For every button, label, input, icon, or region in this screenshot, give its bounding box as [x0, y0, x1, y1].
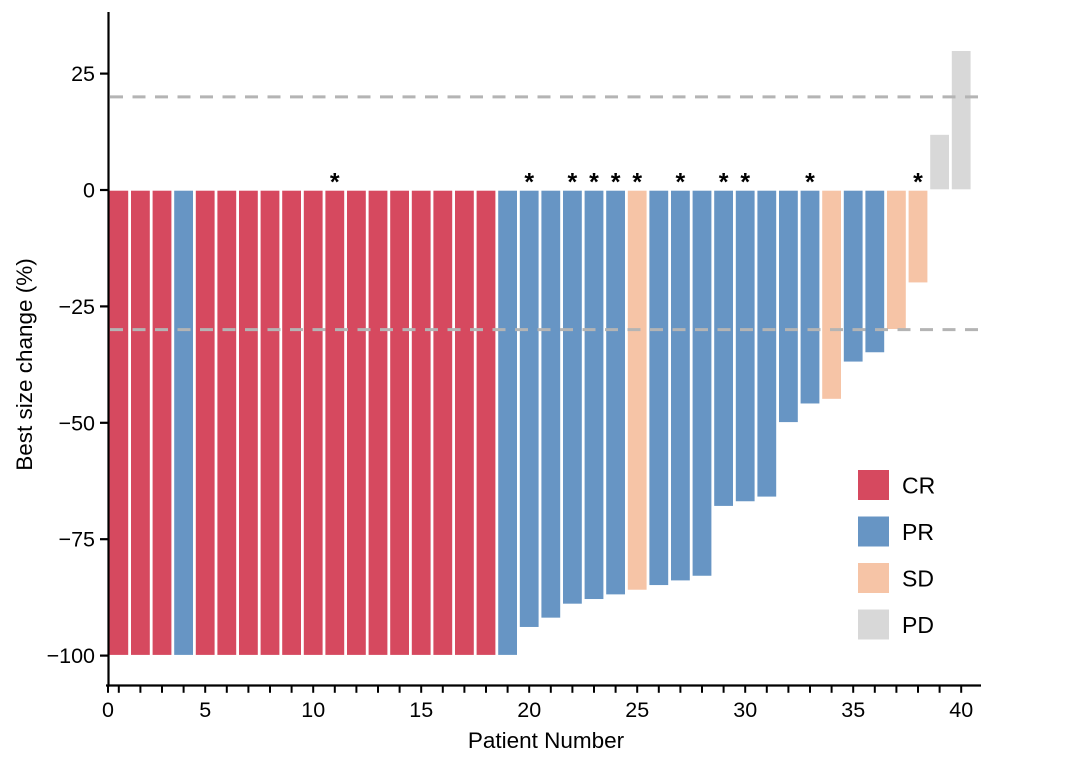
bar-patient-29	[712, 189, 735, 508]
asterisk-patient-25: *	[632, 169, 642, 197]
bar-patient-27	[669, 189, 692, 582]
bar-patient-10	[302, 189, 325, 657]
bar-patient-40	[950, 49, 972, 191]
bar-patient-19	[496, 189, 519, 657]
asterisk-patient-11: *	[330, 169, 340, 197]
bar-patient-23	[583, 189, 605, 601]
legend-label-cr: CR	[902, 473, 935, 499]
x-tick-label-40: 40	[949, 698, 973, 722]
bar-patient-6	[215, 189, 238, 657]
bar-patient-28	[691, 189, 713, 578]
bar-patient-32	[777, 189, 800, 424]
legend-label-pr: PR	[902, 519, 934, 545]
bar-patient-30	[734, 189, 756, 503]
legend-swatch-sd	[858, 563, 889, 593]
bars-group	[107, 49, 972, 657]
bar-patient-12	[345, 189, 368, 657]
bar-patient-4	[172, 189, 195, 657]
y-tick-label--75: −75	[59, 528, 96, 552]
bar-patient-33	[799, 189, 821, 405]
bar-patient-37	[885, 189, 908, 331]
asterisk-patient-33: *	[805, 169, 815, 197]
bar-patient-5	[194, 189, 217, 657]
y-axis-title: Best size change (%)	[12, 258, 37, 471]
asterisk-patient-38: *	[913, 169, 923, 197]
bar-patient-26	[648, 189, 670, 587]
x-tick-label-30: 30	[733, 698, 757, 722]
asterisk-patient-27: *	[676, 169, 686, 197]
bar-patient-31	[756, 189, 778, 498]
bar-patient-18	[475, 189, 497, 657]
x-tick-label-20: 20	[517, 698, 541, 722]
bar-patient-1	[107, 189, 130, 657]
bar-patient-20	[518, 189, 540, 629]
asterisk-patient-30: *	[740, 169, 750, 197]
y-axis-ticks: 25 0 −25 −50 −75 −100	[47, 62, 108, 668]
bar-patient-22	[561, 189, 584, 606]
x-tick-label-35: 35	[841, 698, 865, 722]
legend-label-pd: PD	[902, 612, 934, 638]
bar-patient-7	[237, 189, 260, 657]
bar-patient-9	[280, 189, 303, 657]
x-tick-label-15: 15	[409, 698, 433, 722]
bar-patient-3	[151, 189, 173, 657]
legend: CR PR SD PD	[858, 470, 935, 640]
y-tick-label-0: 0	[83, 179, 95, 203]
asterisk-patient-22: *	[568, 169, 578, 197]
bar-patient-36	[864, 189, 886, 354]
asterisk-patient-24: *	[611, 169, 621, 197]
y-tick-label-25: 25	[71, 62, 95, 86]
x-tick-label-5: 5	[199, 698, 211, 722]
x-tick-label-0: 0	[102, 698, 114, 722]
bar-patient-35	[842, 189, 864, 363]
bar-patient-38	[907, 189, 929, 284]
x-tick-label-10: 10	[301, 698, 325, 722]
y-tick-label--50: −50	[59, 411, 96, 435]
bar-patient-15	[410, 189, 433, 657]
asterisk-patient-20: *	[524, 169, 534, 197]
bar-patient-8	[259, 189, 281, 657]
bar-patient-21	[540, 189, 562, 620]
bar-patient-11	[324, 189, 346, 657]
x-tick-label-25: 25	[625, 698, 649, 722]
asterisk-patient-23: *	[589, 169, 599, 197]
asterisks-group: * * * * * * * * * * *	[330, 169, 923, 197]
legend-label-sd: SD	[902, 566, 934, 592]
y-tick-label--100: −100	[47, 644, 95, 668]
bar-patient-34	[820, 189, 843, 401]
bar-patient-17	[453, 189, 476, 657]
y-tick-label--25: −25	[59, 295, 96, 319]
x-axis-title: Patient Number	[468, 728, 625, 753]
legend-swatch-pd	[858, 609, 889, 640]
bar-patient-39	[928, 133, 951, 191]
x-axis-ticks: 0 5 10 15 20 25 30 35 40	[102, 685, 973, 722]
bar-patient-14	[388, 189, 411, 657]
bar-patient-2	[129, 189, 152, 657]
bar-patient-24	[604, 189, 627, 596]
legend-swatch-pr	[858, 516, 889, 547]
reference-lines-group	[110, 95, 985, 332]
bar-patient-16	[432, 189, 454, 657]
legend-swatch-cr	[858, 470, 889, 500]
asterisk-patient-29: *	[719, 169, 729, 197]
bar-patient-13	[367, 189, 389, 657]
bar-patient-25	[626, 189, 648, 592]
